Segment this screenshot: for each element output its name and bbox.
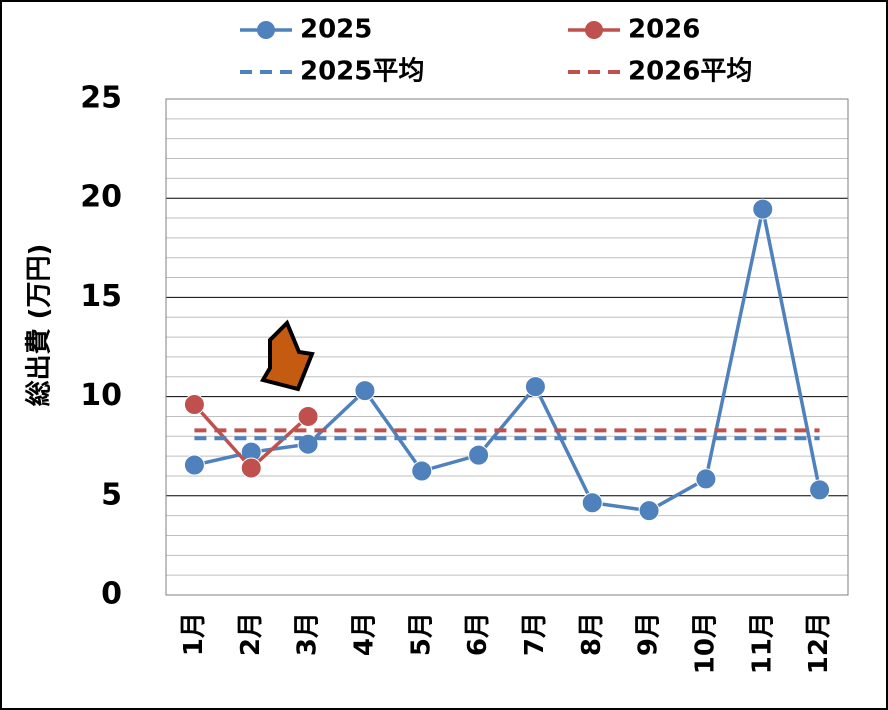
x-tick-label: 3月 xyxy=(293,612,323,656)
data-point xyxy=(297,405,319,427)
x-tick-label: 9月 xyxy=(634,612,664,656)
x-tick-label: 2月 xyxy=(236,612,266,656)
data-point xyxy=(638,500,660,522)
x-tick-label: 5月 xyxy=(406,612,436,656)
legend-label: 2025 xyxy=(300,15,372,45)
x-tick-label: 4月 xyxy=(349,612,379,656)
legend-label: 2026平均 xyxy=(628,57,752,87)
data-point xyxy=(411,460,433,482)
plot-border xyxy=(165,98,849,596)
legend-marker xyxy=(585,21,603,39)
y-tick-label: 15 xyxy=(80,279,122,314)
data-point xyxy=(183,454,205,476)
y-tick-label: 0 xyxy=(101,577,122,612)
arrow-annotation xyxy=(259,319,315,392)
data-point xyxy=(468,444,490,466)
data-point xyxy=(524,376,546,398)
data-point xyxy=(240,457,262,479)
y-tick-label: 5 xyxy=(101,477,122,512)
legend-label: 2025平均 xyxy=(300,57,424,87)
x-tick-label: 11月 xyxy=(747,612,777,674)
data-point xyxy=(752,198,774,220)
data-point xyxy=(183,394,205,416)
x-tick-label: 12月 xyxy=(804,612,834,674)
y-tick-label: 25 xyxy=(80,81,122,116)
legend-marker xyxy=(257,21,275,39)
x-tick-label: 8月 xyxy=(577,612,607,656)
data-point xyxy=(695,468,717,490)
data-point xyxy=(581,492,603,514)
legend-label: 2026 xyxy=(628,15,700,45)
x-tick-label: 1月 xyxy=(179,612,209,656)
data-point xyxy=(809,479,831,501)
y-axis-label: 総出費 (万円) xyxy=(24,244,55,407)
y-tick-label: 10 xyxy=(80,378,122,413)
data-point xyxy=(354,380,376,402)
x-tick-label: 7月 xyxy=(520,612,550,656)
x-tick-label: 6月 xyxy=(463,612,493,656)
y-tick-label: 20 xyxy=(80,180,122,215)
x-tick-label: 10月 xyxy=(690,612,720,674)
